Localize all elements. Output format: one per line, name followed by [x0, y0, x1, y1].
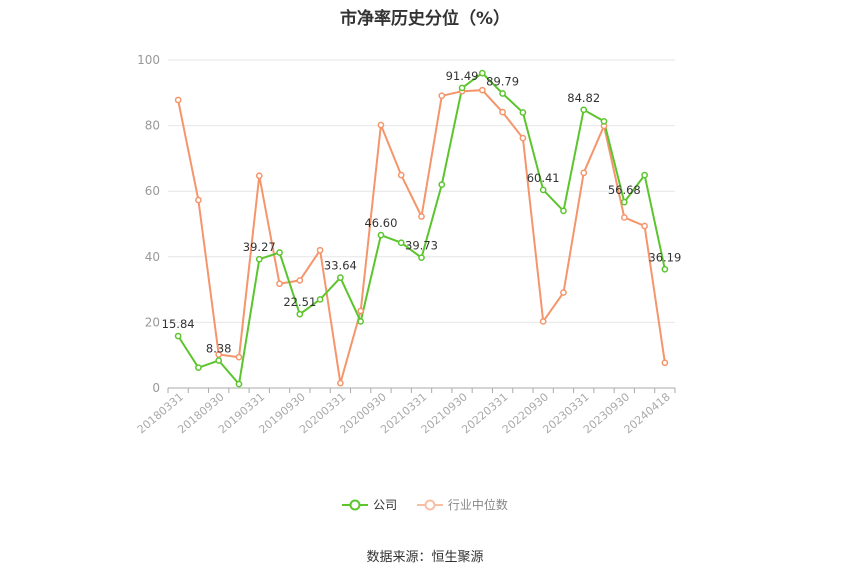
- data-label-18: 60.41: [527, 171, 560, 185]
- data-point-industry-9: [357, 307, 365, 315]
- data-point-industry-10: [377, 121, 385, 129]
- data-point-industry-4: [255, 172, 263, 180]
- data-label-2: 8.38: [206, 342, 232, 356]
- data-point-industry-6: [296, 277, 304, 284]
- legend-label-industry-median: 行业中位数: [447, 498, 508, 512]
- data-point-company-1: [195, 364, 202, 372]
- data-point-industry-24: [661, 359, 669, 367]
- data-label-16: 89.79: [486, 74, 519, 88]
- data-label-8: 33.64: [324, 259, 357, 273]
- data-point-company-20: [580, 106, 588, 114]
- data-point-company-11: [397, 239, 405, 247]
- series-line-company: [177, 71, 666, 387]
- data-label-4: 39.27: [243, 240, 276, 254]
- data-point-company-5: [276, 249, 283, 256]
- data-label-0: 15.84: [162, 317, 195, 331]
- legend-line-marker-industry-icon: [416, 499, 443, 510]
- data-point-company-6: [296, 310, 304, 318]
- data-point-industry-13: [438, 92, 446, 100]
- data-source: 数据来源：恒生聚源: [366, 550, 484, 565]
- data-point-industry-18: [539, 318, 547, 325]
- data-point-industry-23: [641, 222, 648, 230]
- legend-label-company: 公司: [373, 498, 398, 512]
- data-point-company-14: [458, 84, 466, 92]
- data-point-industry-5: [276, 280, 283, 288]
- data-point-industry-7: [316, 246, 324, 254]
- data-point-industry-1: [195, 196, 202, 204]
- data-point-industry-12: [418, 213, 425, 220]
- data-point-industry-8: [337, 379, 344, 387]
- y-tick-label-40: 40: [145, 250, 160, 264]
- data-point-company-18: [539, 186, 547, 194]
- y-tick-label-0: 0: [152, 381, 160, 395]
- data-point-industry-16: [499, 108, 506, 116]
- y-axis-ticks: 0 20 40 60 80 100: [137, 53, 160, 395]
- data-point-industry-20: [580, 169, 588, 177]
- data-point-company-23: [641, 171, 648, 179]
- data-label-6: 22.51: [283, 295, 316, 309]
- data-labels: 15.84 8.38 39.27 22.51 33.64 46.60 39.73 91.49 8…: [162, 69, 682, 356]
- data-point-company-2: [215, 357, 223, 364]
- series-points: [174, 69, 669, 388]
- data-label-10: 46.60: [364, 216, 397, 230]
- data-label-24: 36.19: [648, 250, 681, 264]
- x-axis: 2018033120180930201903312019093020200331…: [135, 387, 676, 436]
- data-point-industry-2: [215, 351, 223, 358]
- data-point-company-16: [499, 90, 506, 97]
- data-point-company-7: [316, 296, 324, 303]
- legend-item-industry-median[interactable]: 行业中位数: [416, 496, 508, 513]
- y-tick-label-20: 20: [145, 315, 160, 329]
- y-tick-label-60: 60: [145, 184, 160, 198]
- data-point-company-17: [519, 109, 527, 116]
- data-point-company-3: [235, 380, 243, 388]
- data-point-company-15: [478, 69, 486, 77]
- series-lines: [177, 71, 666, 387]
- data-point-company-10: [377, 231, 385, 239]
- data-point-industry-15: [478, 86, 486, 94]
- data-point-industry-22: [620, 214, 628, 221]
- legend-line-marker-company-icon: [342, 499, 369, 510]
- data-point-company-12: [418, 254, 425, 262]
- data-label-14: 91.49: [446, 69, 479, 83]
- y-tick-label-100: 100: [137, 53, 160, 67]
- data-label-12: 39.73: [405, 239, 438, 253]
- data-point-company-22: [620, 198, 628, 206]
- data-point-company-4: [255, 255, 263, 263]
- data-point-company-0: [174, 332, 182, 340]
- data-point-industry-0: [174, 96, 182, 104]
- data-point-industry-17: [519, 134, 527, 142]
- y-tick-label-80: 80: [145, 119, 160, 133]
- data-label-22: 56.68: [608, 183, 641, 197]
- chart-title: 市净率历史分位（%）: [339, 9, 511, 29]
- data-point-company-8: [337, 274, 344, 282]
- data-point-company-21: [600, 117, 608, 125]
- data-point-industry-11: [397, 171, 405, 179]
- data-point-company-24: [661, 265, 669, 273]
- data-point-industry-3: [235, 353, 243, 361]
- series-line-industry-median: [177, 89, 666, 384]
- data-point-company-13: [438, 181, 446, 188]
- legend: 公司 行业中位数: [0, 496, 850, 514]
- data-label-20: 84.82: [567, 91, 600, 105]
- data-point-industry-19: [560, 289, 567, 296]
- legend-item-company[interactable]: 公司: [342, 496, 397, 513]
- data-point-company-19: [560, 207, 567, 215]
- data-point-company-9: [357, 318, 365, 325]
- line-chart: 0 20 40 60 80 100 201803312018093020190331201…: [135, 53, 682, 436]
